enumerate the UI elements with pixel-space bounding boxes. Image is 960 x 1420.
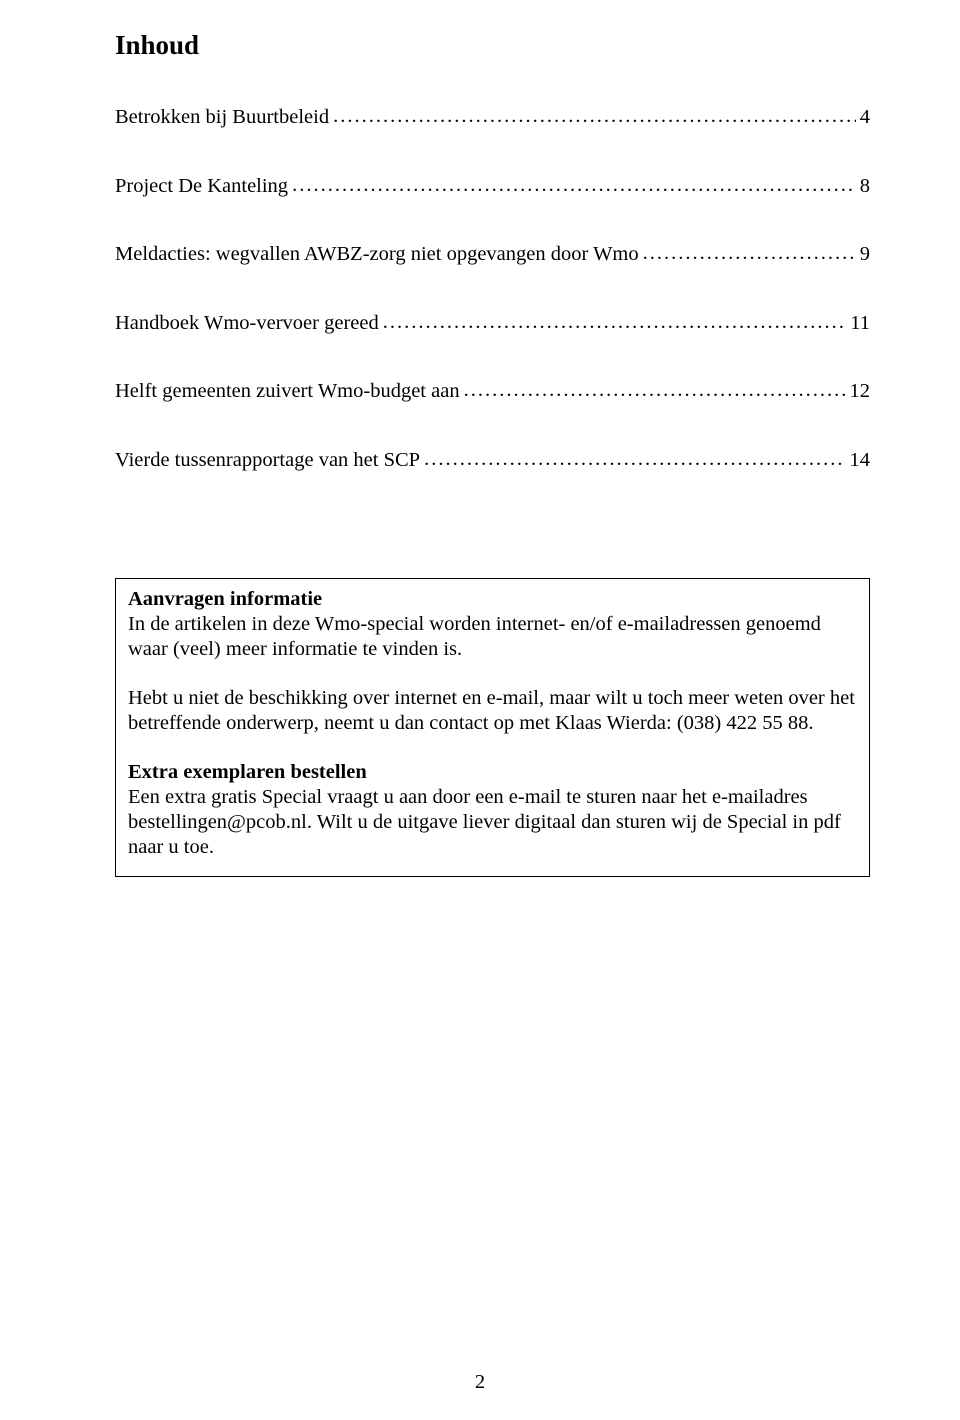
toc-entry: Helft gemeenten zuivert Wmo-budget aan 1… xyxy=(115,379,870,404)
toc-label: Handboek Wmo-vervoer gereed xyxy=(115,311,379,336)
toc-leader-dots xyxy=(292,174,856,199)
toc-leader-dots xyxy=(643,242,856,267)
info-paragraph: Hebt u niet de beschikking over internet… xyxy=(128,686,857,736)
toc-entry: Betrokken bij Buurtbeleid 4 xyxy=(115,105,870,130)
toc-label: Helft gemeenten zuivert Wmo-budget aan xyxy=(115,379,460,404)
toc-leader-dots xyxy=(424,448,845,473)
info-heading: Extra exemplaren bestellen xyxy=(128,761,367,783)
toc-page-number: 8 xyxy=(860,174,870,199)
toc-entry: Handboek Wmo-vervoer gereed 11 xyxy=(115,311,870,336)
toc-page-number: 14 xyxy=(850,448,871,473)
toc-leader-dots xyxy=(383,311,847,336)
toc-leader-dots xyxy=(464,379,846,404)
info-paragraph: Aanvragen informatie In de artikelen in … xyxy=(128,587,857,662)
toc-label: Meldacties: wegvallen AWBZ-zorg niet opg… xyxy=(115,242,639,267)
document-page: Inhoud Betrokken bij Buurtbeleid 4 Proje… xyxy=(0,0,960,1420)
info-box: Aanvragen informatie In de artikelen in … xyxy=(115,578,870,877)
toc-leader-dots xyxy=(333,105,856,130)
info-text: In de artikelen in deze Wmo-special word… xyxy=(128,613,821,660)
toc-entry: Vierde tussenrapportage van het SCP 14 xyxy=(115,448,870,473)
page-title: Inhoud xyxy=(115,30,870,61)
page-number: 2 xyxy=(0,1371,960,1394)
toc-label: Betrokken bij Buurtbeleid xyxy=(115,105,329,130)
info-paragraph: Extra exemplaren bestellen Een extra gra… xyxy=(128,760,857,860)
toc-page-number: 11 xyxy=(850,311,870,336)
toc-page-number: 4 xyxy=(860,105,870,130)
info-text: Een extra gratis Special vraagt u aan do… xyxy=(128,786,841,858)
table-of-contents: Betrokken bij Buurtbeleid 4 Project De K… xyxy=(115,105,870,473)
toc-label: Project De Kanteling xyxy=(115,174,288,199)
toc-label: Vierde tussenrapportage van het SCP xyxy=(115,448,420,473)
toc-page-number: 12 xyxy=(850,379,871,404)
toc-page-number: 9 xyxy=(860,242,870,267)
info-heading: Aanvragen informatie xyxy=(128,588,322,610)
toc-entry: Project De Kanteling 8 xyxy=(115,174,870,199)
toc-entry: Meldacties: wegvallen AWBZ-zorg niet opg… xyxy=(115,242,870,267)
